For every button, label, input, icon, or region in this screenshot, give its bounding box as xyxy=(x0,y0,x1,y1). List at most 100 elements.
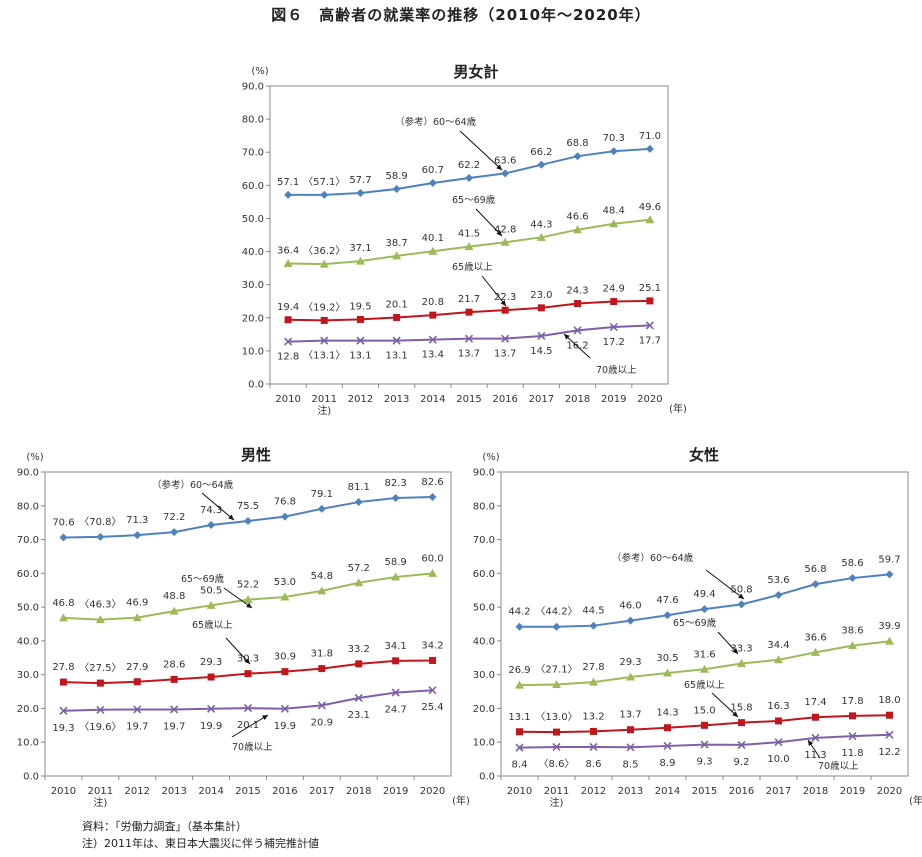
data-label: 49.6 xyxy=(639,202,661,213)
data-label: 50.5 xyxy=(200,585,222,596)
x-tick-label: 2013 xyxy=(384,394,409,405)
data-point xyxy=(664,724,671,732)
data-point xyxy=(465,308,473,316)
data-point xyxy=(392,184,401,193)
data-label: 13.2 xyxy=(582,711,604,722)
data-label: 34.1 xyxy=(385,641,407,652)
x-tick-label: 2011 xyxy=(544,786,569,797)
y-unit: (%) xyxy=(251,66,268,77)
data-point xyxy=(552,679,561,688)
y-tick-label: 10.0 xyxy=(473,738,495,749)
data-label: 27.8 xyxy=(582,662,604,673)
x-tick-label: 2018 xyxy=(565,394,590,405)
x-tick-label: 2012 xyxy=(581,786,606,797)
arrow-head xyxy=(496,164,502,170)
chart-total: 男女計 (%) 0.0 10.0 20.0 30.0 40.0 50.0 60.0 70.0 80.… xyxy=(242,63,687,417)
arrow-head xyxy=(500,300,506,306)
x-tick-label: 2015 xyxy=(456,394,481,405)
data-point xyxy=(243,704,253,713)
data-point xyxy=(284,190,293,199)
x-tick-label: 2010 xyxy=(275,394,300,405)
y-tick-label: 80.0 xyxy=(242,115,264,126)
data-label: 20.1 xyxy=(386,299,408,310)
data-label: 37.1 xyxy=(349,243,371,254)
y-tick-label: 50.0 xyxy=(473,603,495,614)
series-s65plus: 13.1 〈13.0〉 13.2 13.7 14.3 15.0 15.8 16.3 17.4 17… xyxy=(508,679,901,736)
data-label: 46.9 xyxy=(126,598,148,609)
data-point xyxy=(811,647,820,656)
x-tick-label: 2015 xyxy=(235,786,260,797)
data-point xyxy=(318,665,326,673)
data-point xyxy=(320,190,329,199)
data-label: 39.9 xyxy=(878,621,900,632)
arrow-head xyxy=(228,514,234,520)
data-point xyxy=(428,568,438,577)
data-point xyxy=(206,600,216,609)
data-point xyxy=(429,311,437,319)
data-point xyxy=(885,570,894,579)
data-point xyxy=(811,733,820,742)
annotation-arrow xyxy=(459,130,503,171)
data-point xyxy=(392,336,401,345)
y-tick-label: 60.0 xyxy=(242,181,264,192)
data-point xyxy=(848,574,857,583)
data-point xyxy=(848,641,857,650)
x-tick-label: 2011 xyxy=(312,394,337,405)
data-point xyxy=(885,730,894,739)
arrow-head xyxy=(244,658,250,664)
data-point xyxy=(356,188,365,197)
y-tick-label: 50.0 xyxy=(17,603,39,614)
data-point xyxy=(207,673,215,681)
data-label: 〈36.2〉 xyxy=(303,245,345,257)
figure-title: 図６ 高齢者の就業率の推移（2010年～2020年） xyxy=(271,6,651,24)
data-point xyxy=(207,521,216,530)
data-point xyxy=(609,147,618,156)
data-label: 19.7 xyxy=(163,721,185,732)
data-point xyxy=(812,713,819,721)
data-label: 〈46.3〉 xyxy=(79,599,121,611)
data-point xyxy=(573,225,583,234)
x-tick-note: 注) xyxy=(317,404,331,417)
x-tick-label: 2010 xyxy=(51,786,76,797)
data-label: 75.5 xyxy=(237,501,259,512)
data-point xyxy=(58,613,68,622)
data-label: 24.7 xyxy=(385,705,407,716)
y-tick-label: 20.0 xyxy=(242,313,264,324)
data-point xyxy=(886,711,893,719)
data-point xyxy=(355,256,365,265)
data-point xyxy=(663,741,672,751)
data-label: 9.2 xyxy=(734,757,750,768)
data-label: 46.0 xyxy=(619,601,641,612)
data-label: 66.2 xyxy=(530,147,552,158)
data-label: 34.2 xyxy=(421,640,443,651)
data-label: 19.9 xyxy=(274,721,296,732)
data-label: 70.3 xyxy=(603,133,625,144)
data-label: 17.8 xyxy=(841,696,863,707)
x-tick-label: 2017 xyxy=(309,786,334,797)
y-tick-label: 0.0 xyxy=(23,772,39,783)
data-point xyxy=(356,336,365,345)
data-label: 〈13.1〉 xyxy=(303,350,345,362)
data-label: 〈27.5〉 xyxy=(79,662,121,674)
data-point xyxy=(243,595,253,604)
data-label: 〈44.2〉 xyxy=(535,606,577,618)
data-point xyxy=(354,693,363,703)
data-point xyxy=(536,232,546,241)
data-label: 62.2 xyxy=(458,160,480,171)
x-tick-note: 注) xyxy=(93,796,107,809)
data-label: 〈27.1〉 xyxy=(535,663,577,675)
chart-male: 男性 (%) 0.0 10.0 20.0 30.0 40.0 50.0 60.0 70.0 80.0… xyxy=(17,446,470,809)
data-point xyxy=(465,174,473,183)
series-s70plus: 19.3 〈19.6〉 19.7 19.7 19.9 20.1 19.9 20.9 23.1 24… xyxy=(52,686,444,753)
data-point xyxy=(283,258,293,267)
annotation-arrow xyxy=(225,637,251,665)
x-tick-label: 2019 xyxy=(601,394,626,405)
data-label: 41.5 xyxy=(458,229,480,240)
data-point xyxy=(515,680,524,689)
data-label: 71.3 xyxy=(126,515,148,526)
plot-area xyxy=(500,471,909,777)
arrow-head xyxy=(564,334,570,340)
data-point xyxy=(280,704,289,713)
data-point xyxy=(515,743,524,752)
x-unit: (年) xyxy=(452,794,470,807)
